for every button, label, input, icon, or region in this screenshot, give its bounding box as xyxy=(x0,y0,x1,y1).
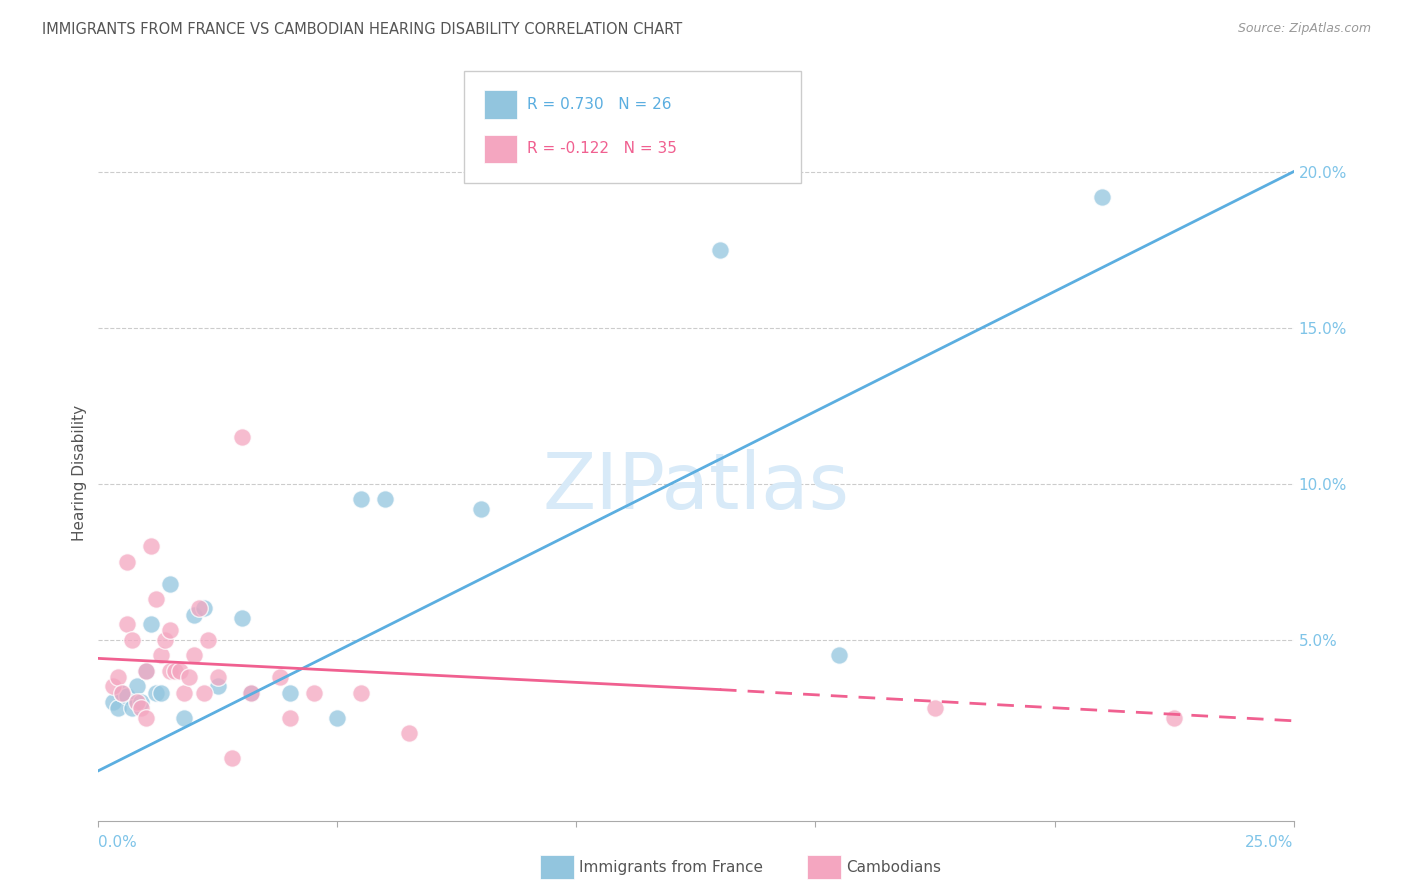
Point xyxy=(350,686,373,700)
Point xyxy=(155,632,177,647)
Point xyxy=(135,711,157,725)
Text: 0.0%: 0.0% xyxy=(98,836,138,850)
Point xyxy=(278,711,301,725)
Point xyxy=(101,680,124,694)
Point xyxy=(125,680,148,694)
Point xyxy=(159,624,181,638)
Point xyxy=(470,501,492,516)
Point xyxy=(139,539,162,553)
Text: R = -0.122   N = 35: R = -0.122 N = 35 xyxy=(527,142,678,156)
Point xyxy=(115,555,138,569)
Point xyxy=(111,686,134,700)
Point xyxy=(115,617,138,632)
Point xyxy=(231,430,253,444)
Point xyxy=(159,576,181,591)
Point xyxy=(169,664,191,678)
Text: IMMIGRANTS FROM FRANCE VS CAMBODIAN HEARING DISABILITY CORRELATION CHART: IMMIGRANTS FROM FRANCE VS CAMBODIAN HEAR… xyxy=(42,22,682,37)
Point xyxy=(207,670,229,684)
Point xyxy=(197,632,219,647)
Point xyxy=(163,664,186,678)
Point xyxy=(207,680,229,694)
Point xyxy=(709,243,731,257)
Text: 25.0%: 25.0% xyxy=(1246,836,1294,850)
Point xyxy=(115,689,138,703)
Point xyxy=(135,664,157,678)
Point xyxy=(125,695,148,709)
Point xyxy=(149,648,172,663)
Text: Source: ZipAtlas.com: Source: ZipAtlas.com xyxy=(1237,22,1371,36)
Point xyxy=(145,592,167,607)
Point xyxy=(149,686,172,700)
Point xyxy=(131,701,153,715)
Point xyxy=(231,611,253,625)
Point xyxy=(302,686,325,700)
Point xyxy=(1091,189,1114,203)
Point xyxy=(131,695,153,709)
Point xyxy=(179,670,201,684)
Point xyxy=(135,664,157,678)
Point xyxy=(187,601,209,615)
Point xyxy=(121,701,143,715)
Text: Immigrants from France: Immigrants from France xyxy=(579,860,763,874)
Point xyxy=(173,686,195,700)
Text: ZIPatlas: ZIPatlas xyxy=(543,449,849,524)
Point xyxy=(183,648,205,663)
Point xyxy=(101,695,124,709)
Text: R = 0.730   N = 26: R = 0.730 N = 26 xyxy=(527,97,672,112)
Point xyxy=(221,751,243,765)
Point xyxy=(107,670,129,684)
Text: Cambodians: Cambodians xyxy=(846,860,942,874)
Point xyxy=(1163,711,1185,725)
Point xyxy=(398,726,420,740)
Point xyxy=(111,686,134,700)
Point xyxy=(193,601,215,615)
Point xyxy=(924,701,946,715)
Point xyxy=(828,648,851,663)
Point xyxy=(350,492,373,507)
Point xyxy=(145,686,167,700)
Point xyxy=(240,686,263,700)
Point xyxy=(173,711,195,725)
Point xyxy=(326,711,349,725)
Point xyxy=(107,701,129,715)
Point xyxy=(269,670,291,684)
Point xyxy=(278,686,301,700)
Point xyxy=(159,664,181,678)
Y-axis label: Hearing Disability: Hearing Disability xyxy=(72,405,87,541)
Point xyxy=(240,686,263,700)
Point xyxy=(139,617,162,632)
Point xyxy=(374,492,396,507)
Point xyxy=(193,686,215,700)
Point xyxy=(183,607,205,622)
Point xyxy=(121,632,143,647)
